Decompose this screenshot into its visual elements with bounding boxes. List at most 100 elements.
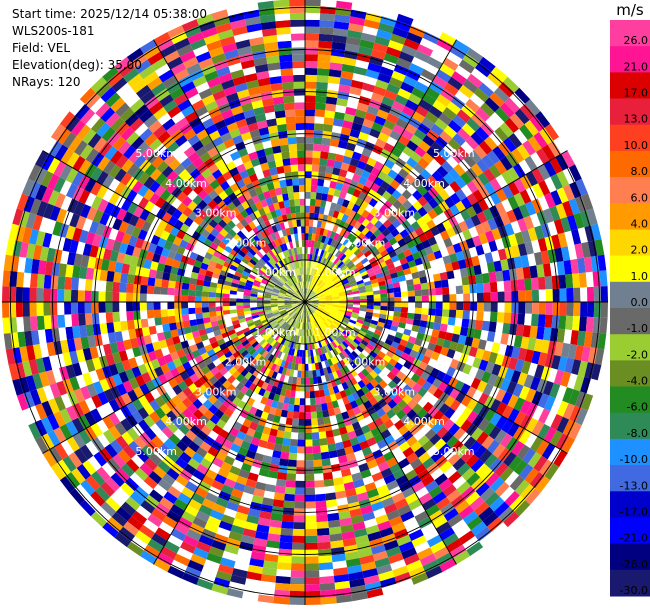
velocity-bin [140, 276, 149, 286]
velocity-bin [494, 107, 510, 123]
velocity-bin [353, 212, 362, 222]
velocity-bin [340, 70, 354, 80]
velocity-bin [50, 288, 58, 302]
velocity-bin [542, 208, 554, 224]
velocity-bin [411, 111, 425, 123]
velocity-bin [319, 158, 328, 166]
velocity-bin [488, 321, 497, 333]
velocity-bin [517, 218, 528, 232]
velocity-bin [580, 210, 591, 228]
velocity-bin [360, 235, 369, 244]
velocity-bin [373, 305, 381, 310]
velocity-bin [443, 237, 453, 248]
velocity-bin [377, 276, 385, 283]
velocity-bin [309, 384, 315, 392]
velocity-bin [356, 279, 364, 285]
velocity-bin [464, 217, 475, 230]
velocity-bin [23, 272, 32, 288]
velocity-bin [475, 107, 490, 122]
velocity-bin [420, 314, 429, 322]
velocity-bin [84, 290, 92, 302]
velocity-bin [279, 534, 293, 543]
velocity-bin [43, 274, 52, 289]
velocity-bin [418, 99, 433, 112]
velocity-bin [333, 21, 350, 30]
velocity-bin [236, 298, 244, 302]
velocity-bin [201, 302, 209, 308]
velocity-bin [305, 432, 313, 440]
velocity-bin [323, 289, 331, 294]
velocity-bin [84, 279, 93, 291]
velocity-bin [449, 253, 458, 263]
velocity-bin [369, 151, 380, 161]
velocity-bin [458, 220, 469, 232]
velocity-bin [307, 288, 310, 296]
velocity-bin [568, 164, 582, 182]
velocity-bin [305, 219, 310, 227]
velocity-bin [332, 277, 340, 284]
velocity-bin [409, 245, 419, 255]
velocity-bin [411, 179, 422, 190]
velocity-bin [325, 492, 337, 501]
velocity-bin [98, 291, 106, 302]
velocity-bin [398, 151, 411, 163]
velocity-bin [146, 285, 155, 295]
velocity-bin [353, 258, 361, 266]
velocity-bin [398, 51, 415, 63]
velocity-bin [297, 439, 305, 447]
velocity-bin [376, 186, 386, 197]
velocity-bin [291, 425, 299, 433]
velocity-bin [321, 235, 327, 244]
velocity-bin [397, 252, 406, 260]
velocity-bin [428, 295, 436, 302]
velocity-bin [305, 260, 308, 268]
velocity-bin [543, 160, 557, 177]
velocity-bin [489, 131, 503, 146]
velocity-bin [500, 156, 513, 171]
velocity-bin [305, 184, 312, 192]
velocity-bin [316, 270, 321, 278]
velocity-bin [16, 271, 25, 288]
velocity-bin [337, 289, 345, 294]
velocity-bin [289, 597, 305, 605]
velocity-bin [370, 216, 379, 226]
velocity-bin [380, 180, 390, 191]
velocity-bin [361, 169, 371, 180]
velocity-bin [402, 199, 413, 210]
velocity-bin [64, 314, 73, 328]
velocity-bin [355, 276, 363, 283]
velocity-bin [383, 209, 393, 220]
velocity-bin [364, 284, 373, 290]
velocity-bin [383, 174, 394, 185]
velocity-bin [360, 270, 368, 277]
velocity-bin [338, 84, 351, 94]
velocity-bin [394, 233, 404, 242]
velocity-bin [495, 322, 504, 334]
velocity-bin [64, 302, 72, 315]
velocity-bin [514, 231, 525, 245]
velocity-bin [392, 219, 402, 229]
velocity-bin [336, 147, 346, 156]
velocity-bin [195, 307, 203, 314]
velocity-bin [338, 220, 346, 229]
velocity-bin [289, 439, 298, 447]
velocity-bin [364, 230, 374, 239]
velocity-bin [305, 473, 315, 481]
velocity-bin [373, 229, 382, 238]
velocity-bin [305, 102, 316, 110]
velocity-bin [580, 287, 588, 302]
velocity-bin [386, 113, 399, 125]
velocity-bin [315, 404, 323, 412]
velocity-bin [188, 283, 197, 291]
velocity-bin [315, 192, 323, 200]
velocity-bin [401, 189, 413, 200]
velocity-bin [126, 292, 134, 302]
velocity-bin [306, 274, 308, 282]
velocity-bin [311, 432, 320, 440]
velocity-bin [396, 270, 405, 277]
velocity-bin [317, 294, 325, 298]
velocity-bin [388, 237, 398, 246]
velocity-bin [335, 104, 347, 114]
velocity-bin [547, 221, 558, 237]
velocity-bin [330, 55, 344, 64]
